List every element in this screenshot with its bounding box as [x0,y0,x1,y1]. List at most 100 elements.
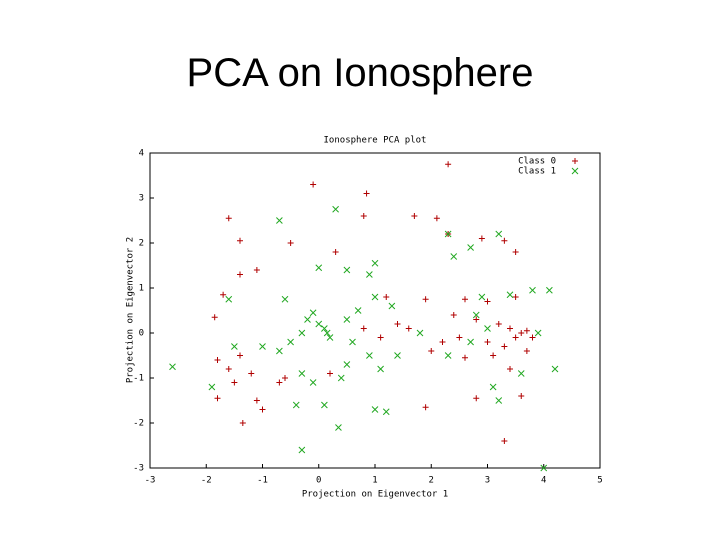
point [512,334,519,341]
point [237,237,243,244]
point [472,311,480,319]
point [276,379,283,386]
point [315,264,323,272]
point [523,348,530,354]
point [495,230,503,238]
slide-title: PCA on Ionosphere [187,51,534,95]
x-tick-label: -1 [257,476,268,486]
point [276,217,283,224]
point [405,325,412,332]
point [529,334,536,341]
point [501,343,508,350]
chart-title: Ionosphere PCA plot [324,136,427,146]
point [484,325,491,332]
x-tick-label: 0 [316,476,321,486]
point [309,309,317,317]
point [484,298,491,305]
point [366,271,373,278]
point [501,438,508,444]
point [248,370,255,377]
x-tick-label: 3 [485,476,490,486]
point [315,320,323,328]
point [276,347,283,355]
point [523,327,530,334]
point [281,295,289,303]
point [225,366,232,372]
x-tick-label: -2 [201,476,212,486]
point [416,329,424,337]
point [253,397,260,404]
point [551,365,559,373]
point [371,406,379,413]
point [478,235,485,242]
y-tick-label: 1 [139,284,144,294]
y-tick-label: -1 [133,374,144,384]
point [371,293,379,301]
y-tick-label: -2 [133,419,144,429]
point [287,338,294,346]
y-tick-label: -3 [133,464,144,474]
point [382,408,390,416]
point [489,383,497,391]
x-tick-label: -3 [145,476,156,486]
point [343,361,351,368]
x-tick-label: 4 [541,476,546,486]
point [298,446,306,454]
point [253,267,260,273]
point [321,401,328,409]
point [371,259,379,267]
point [383,294,390,300]
point [506,291,514,299]
point [507,366,513,372]
point [439,339,446,345]
point [501,237,508,244]
legend-marker [571,167,579,175]
point [343,316,351,323]
point [169,363,176,371]
legend-label: Class 1 [518,167,556,177]
point [512,294,519,300]
point [394,321,401,327]
legend-marker [572,158,578,164]
point [323,329,331,337]
point [292,401,300,409]
point [473,316,480,323]
point [512,249,519,255]
x-tick-label: 2 [429,476,434,486]
point [239,420,246,426]
point [343,266,351,274]
point [211,314,218,321]
x-tick-label: 1 [372,476,377,486]
point [298,370,306,377]
point [321,325,328,332]
point [445,161,452,168]
point [363,190,370,197]
point [237,271,243,278]
point [518,330,525,336]
point [411,213,418,219]
point [259,343,266,350]
point [237,352,243,359]
point [298,329,306,337]
point [214,395,221,402]
y-tick-label: 3 [139,194,144,204]
y-tick-label: 4 [139,149,144,159]
point [490,352,497,359]
point [478,293,486,301]
point [354,307,362,314]
point [507,325,513,332]
point [208,383,216,391]
point [518,393,525,399]
point [495,397,503,404]
point [214,357,221,363]
point [388,302,396,310]
point [349,338,356,346]
y-axis-label: Projection on Eigenvector 2 [126,237,136,383]
point [433,215,440,222]
point [377,334,384,341]
point [332,205,339,213]
point [517,370,525,377]
point [259,406,266,413]
point [456,334,463,341]
